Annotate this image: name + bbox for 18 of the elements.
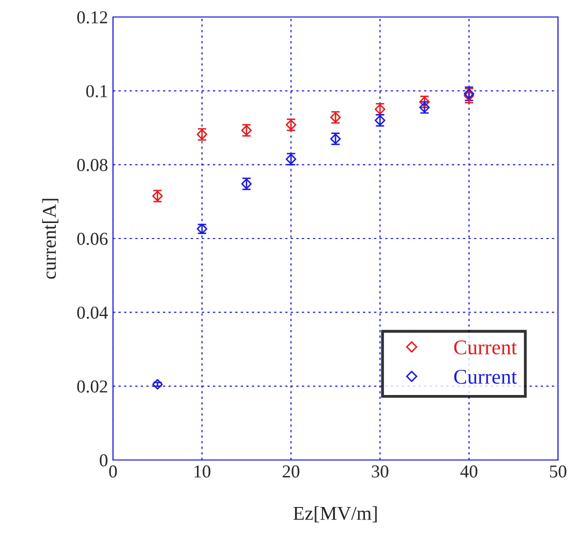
x-tick-label: 30 (372, 465, 388, 478)
y-tick-label: 0.06 (77, 232, 108, 246)
x-tick-label: 20 (282, 465, 300, 478)
y-axis-title: current[A] (42, 198, 58, 279)
legend-label: Current (454, 340, 517, 354)
y-tick-label: 0.08 (77, 158, 108, 172)
x-tick-label: 50 (550, 465, 566, 478)
y-tick-label: 0.12 (77, 11, 108, 24)
x-tick-label: 10 (194, 465, 210, 478)
x-axis-title: Ez[MV/m] (293, 506, 377, 522)
point (152, 379, 163, 390)
y-tick-label: 0 (100, 454, 108, 466)
y-tick-label: 0.02 (77, 380, 108, 393)
y-tick-label: 0.04 (77, 306, 108, 319)
y-tick-label: 0.1 (86, 85, 108, 98)
legend-label: Current (454, 370, 517, 384)
x-tick-label: 0 (109, 465, 117, 478)
x-tick-label: 40 (460, 465, 478, 478)
